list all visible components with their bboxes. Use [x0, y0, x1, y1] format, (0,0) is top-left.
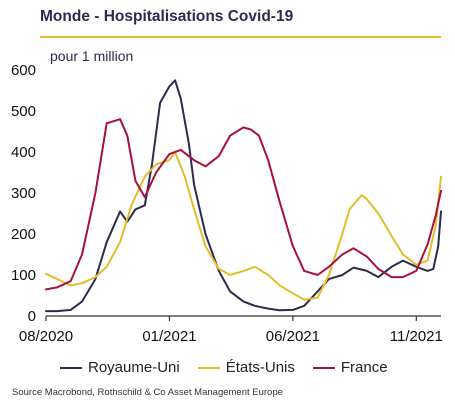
series-line-royaume-uni	[45, 79, 442, 313]
unit-label: pour 1 million	[50, 48, 134, 64]
y-tick-label: 600	[11, 62, 36, 79]
legend-item: France	[312, 359, 388, 376]
chart-title: Monde - Hospitalisations Covid-19	[40, 8, 294, 25]
y-tick-label: 200	[11, 226, 36, 243]
legend-label: France	[340, 359, 388, 376]
y-tick-label: 400	[11, 144, 36, 161]
legend-item: Royaume-Uni	[60, 359, 180, 376]
y-tick-label: 100	[11, 267, 36, 284]
source-note: Source Macrobond, Rothschild & Co Asset …	[12, 387, 283, 398]
legend-swatch	[197, 366, 220, 369]
x-tick-label: 08/2020	[19, 328, 73, 345]
x-tick-label: 06/2021	[266, 328, 320, 345]
legend-swatch	[312, 366, 335, 369]
legend-swatch	[60, 366, 82, 369]
x-tick-label: 11/2021	[390, 328, 443, 345]
x-tick-label: 01/2021	[142, 328, 196, 345]
series-line-etats-unis	[45, 151, 442, 301]
legend-label: États-Unis	[225, 359, 295, 376]
y-tick-label: 0	[28, 308, 36, 325]
legend-item: États-Unis	[197, 359, 295, 376]
title-rule	[40, 36, 441, 38]
legend: Royaume-Uni États-Unis France	[60, 359, 406, 376]
series-line-france	[45, 118, 442, 291]
y-tick-label: 300	[11, 185, 36, 202]
y-tick-label: 500	[11, 103, 36, 120]
legend-label: Royaume-Uni	[88, 359, 180, 376]
